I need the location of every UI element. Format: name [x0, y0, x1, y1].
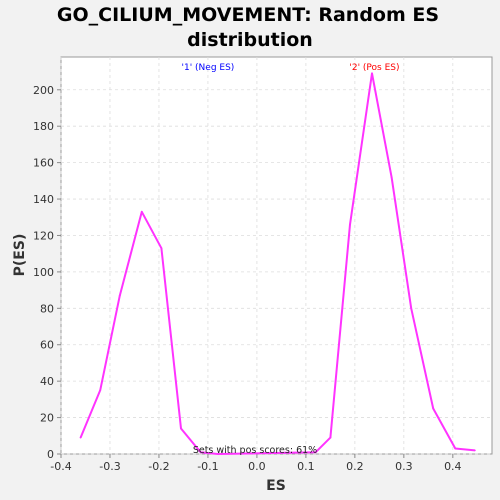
x-tick-label: -0.1	[197, 460, 218, 473]
chart-title-line-1: GO_CILIUM_MOVEMENT: Random ES	[57, 4, 439, 26]
plot-area	[60, 56, 493, 455]
grid	[60, 57, 492, 455]
data-point	[432, 407, 435, 410]
data-point	[160, 247, 163, 250]
x-tick-label: 0.3	[395, 460, 413, 473]
data-point	[329, 436, 332, 439]
data-point	[371, 72, 373, 75]
legend: '1' (Neg ES) '2' (Pos ES)	[182, 63, 400, 73]
y-tick-label: 160	[33, 157, 54, 170]
data-point	[79, 436, 82, 439]
y-tick-label: 0	[47, 448, 54, 461]
data-point	[199, 451, 202, 454]
y-tick-label: 200	[33, 84, 54, 97]
data-point	[118, 294, 121, 297]
x-tick-label: 0.2	[346, 460, 364, 473]
y-tick-label: 140	[33, 193, 54, 206]
data-point	[99, 389, 102, 392]
annotation-text: Sets with pos scores: 61%	[193, 445, 317, 456]
y-tick-label: 60	[40, 339, 54, 352]
x-tick-label: 0.0	[248, 460, 266, 473]
legend-entry: '2' (Pos ES)	[349, 63, 399, 73]
data-point	[410, 307, 413, 310]
x-tick-label: 0.1	[297, 460, 315, 473]
data-point	[390, 176, 393, 179]
data-point	[349, 223, 351, 226]
data-point	[216, 453, 219, 455]
y-tick-label: 100	[33, 266, 54, 279]
data-point	[454, 447, 457, 450]
y-axis-label: P(ES)	[12, 234, 28, 277]
legend-entry: '1' (Neg ES)	[182, 63, 235, 73]
x-tick-label: -0.3	[99, 460, 120, 473]
data-point	[314, 451, 317, 454]
y-tick-label: 120	[33, 229, 54, 242]
data-point	[180, 427, 182, 430]
data-point	[473, 449, 476, 452]
data-point	[140, 210, 143, 213]
x-axis-label: ES	[266, 478, 286, 494]
x-tick-label: -0.2	[148, 460, 169, 473]
y-tick-label: 40	[40, 375, 54, 388]
y-tick-label: 80	[40, 302, 54, 315]
axis-ticks: -0.4 -0.3 -0.2 -0.1 0.0 0.1 0.2 0.3 0.4 0 20 40 60 80…	[33, 84, 462, 473]
x-tick-label: 0.4	[444, 460, 462, 473]
y-tick-label: 20	[40, 412, 54, 425]
x-tick-label: -0.4	[50, 460, 71, 473]
series-lines	[79, 72, 476, 455]
y-tick-label: 180	[33, 120, 54, 133]
chart-title-line-2: distribution	[187, 29, 313, 51]
